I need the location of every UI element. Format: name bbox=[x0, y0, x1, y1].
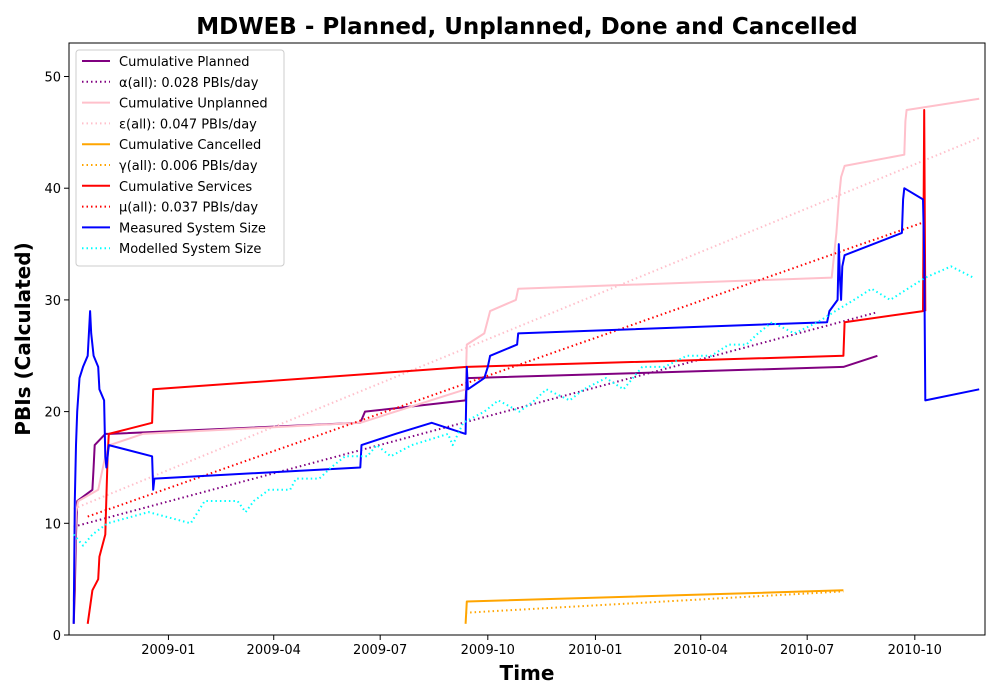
x-tick-label: 2010-10 bbox=[888, 643, 942, 658]
series-line-all-0-047-pbis-day bbox=[73, 136, 980, 510]
y-tick-label: 30 bbox=[44, 294, 61, 309]
y-tick-label: 40 bbox=[44, 182, 61, 197]
series-line-all-0-006-pbis-day bbox=[465, 590, 844, 614]
y-axis-label: PBIs (Calculated) bbox=[11, 242, 35, 435]
legend-label: α(all): 0.028 PBIs/day bbox=[119, 76, 259, 91]
x-tick-label: 2010-01 bbox=[568, 643, 622, 658]
x-tick-label: 2009-07 bbox=[353, 643, 407, 658]
x-axis-label: Time bbox=[500, 661, 555, 685]
x-tick-label: 2009-01 bbox=[141, 643, 195, 658]
x-tick-label: 2010-04 bbox=[674, 643, 728, 658]
legend-label: μ(all): 0.037 PBIs/day bbox=[119, 201, 258, 216]
series-line-cumulative-cancelled bbox=[464, 589, 844, 624]
x-axis: 2009-01 2009-04 2009-07 2009-10 2010-01 2010-… bbox=[141, 635, 942, 658]
legend-label: γ(all): 0.006 PBIs/day bbox=[119, 159, 258, 174]
plot-area bbox=[72, 97, 980, 624]
legend-box bbox=[75, 49, 285, 267]
y-axis: 0 10 20 30 40 50 bbox=[44, 71, 69, 644]
y-tick-label: 10 bbox=[44, 517, 61, 532]
legend-label: Cumulative Cancelled bbox=[119, 138, 261, 153]
series-line-modelled-system-size bbox=[72, 265, 974, 547]
series-line-measured-system-size bbox=[72, 187, 980, 624]
series-line-all-0-028-pbis-day bbox=[73, 311, 878, 528]
x-tick-label: 2010-07 bbox=[780, 643, 834, 658]
legend-label: Measured System Size bbox=[119, 221, 266, 236]
legend-label: ε(all): 0.047 PBIs/day bbox=[119, 117, 257, 132]
y-tick-label: 20 bbox=[44, 406, 61, 421]
legend-label: Cumulative Planned bbox=[119, 55, 249, 70]
series-line-cumulative-services bbox=[86, 109, 927, 624]
plot-frame bbox=[68, 42, 986, 636]
y-tick-label: 50 bbox=[44, 71, 61, 86]
legend-label: Modelled System Size bbox=[119, 242, 261, 257]
legend: Cumulative Planned α(all): 0.028 PBIs/day… bbox=[75, 49, 285, 267]
legend-label: Cumulative Services bbox=[119, 180, 252, 195]
x-tick-label: 2009-04 bbox=[247, 643, 301, 658]
legend-label: Cumulative Unplanned bbox=[119, 97, 268, 112]
y-tick-label: 0 bbox=[53, 629, 61, 644]
series-line-cumulative-unplanned bbox=[72, 97, 980, 602]
x-tick-label: 2009-10 bbox=[461, 643, 515, 658]
series-line-cumulative-planned bbox=[72, 354, 878, 624]
chart-title: MDWEB - Planned, Unplanned, Done and Can… bbox=[196, 14, 858, 40]
